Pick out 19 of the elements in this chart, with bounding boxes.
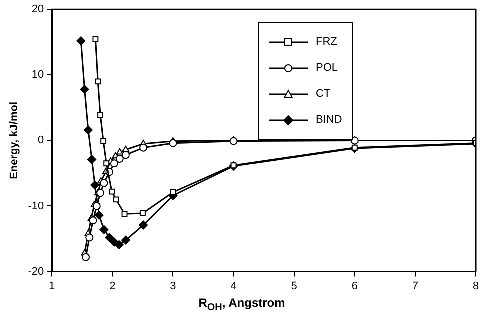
x-tick-label: 1 — [49, 280, 56, 292]
legend-label: FRZ — [316, 36, 338, 48]
y-tick-label: -20 — [28, 266, 44, 278]
y-tick-label: 20 — [32, 4, 44, 16]
y-tick-label: -10 — [28, 200, 44, 212]
x-tick-label: 7 — [412, 280, 419, 292]
x-tick-label: 5 — [291, 280, 298, 292]
x-tick-label: 6 — [352, 280, 358, 292]
x-tick-label: 4 — [230, 280, 237, 292]
legend-label: CT — [316, 88, 331, 100]
x-tick-label: 3 — [170, 280, 176, 292]
legend-label: POL — [316, 62, 338, 74]
x-tick-label: 2 — [110, 280, 116, 292]
y-tick-label: 10 — [32, 69, 44, 82]
y-axis-title: Energy, kJ/mol — [8, 102, 21, 180]
y-tick-label: 0 — [38, 134, 44, 147]
x-axis-title: R$_{OH}$, Angstrom — [198, 296, 286, 314]
legend-label: BIND — [316, 114, 342, 126]
x-tick-label: 8 — [472, 280, 480, 292]
